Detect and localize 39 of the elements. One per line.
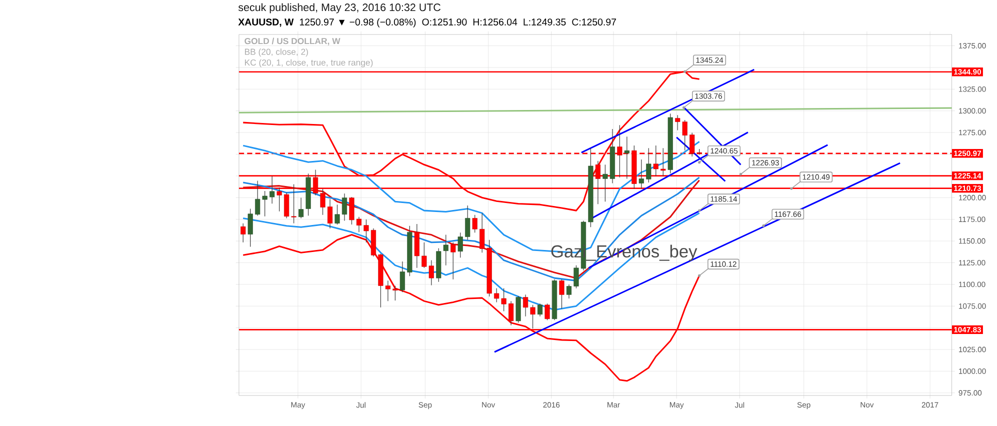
candlestick bbox=[537, 303, 543, 317]
chart-subtitle: secuk published, May 23, 2016 10:32 UTC bbox=[238, 3, 441, 14]
text: O:1251.90 bbox=[422, 18, 467, 26]
candlestick bbox=[574, 264, 579, 289]
point bbox=[698, 274, 701, 277]
candlestick bbox=[450, 242, 456, 280]
candlestick bbox=[240, 222, 246, 243]
candlestick bbox=[508, 300, 514, 326]
text: L:1249.35 bbox=[524, 18, 566, 26]
candlestick bbox=[414, 224, 420, 268]
candlestick bbox=[334, 204, 340, 225]
candlestick bbox=[566, 284, 572, 299]
candlestick bbox=[559, 279, 564, 309]
candlestick bbox=[270, 176, 275, 204]
candlestick bbox=[458, 232, 463, 258]
annotation: GOLD / US DOLLAR, W bbox=[244, 38, 340, 46]
candlestick bbox=[646, 148, 652, 183]
candlestick bbox=[544, 303, 550, 320]
candlestick bbox=[516, 296, 521, 323]
candlestick bbox=[349, 196, 354, 225]
candlestick bbox=[327, 198, 333, 229]
candlestick bbox=[298, 197, 304, 218]
candlestick bbox=[523, 294, 528, 317]
candlestick bbox=[392, 285, 398, 301]
chart-title: XAUUSD, W bbox=[238, 18, 294, 27]
candlestick bbox=[400, 261, 405, 292]
candlestick bbox=[624, 136, 630, 179]
candlestick bbox=[638, 159, 644, 190]
candlestick bbox=[465, 205, 470, 240]
text: 1250.97 ▼ −0.98 (−0.08%) bbox=[300, 18, 416, 28]
candlestick bbox=[248, 208, 253, 247]
annotation: KC (20, 1, close, true, true range) bbox=[244, 59, 373, 68]
candlestick bbox=[342, 193, 348, 221]
text: H:1256.04 bbox=[473, 18, 518, 26]
annotation: BB (20, close, 2) bbox=[244, 48, 308, 57]
candlestick bbox=[472, 214, 478, 233]
candlestick bbox=[443, 234, 448, 266]
text: C:1250.97 bbox=[572, 18, 616, 26]
candlestick bbox=[356, 216, 362, 232]
